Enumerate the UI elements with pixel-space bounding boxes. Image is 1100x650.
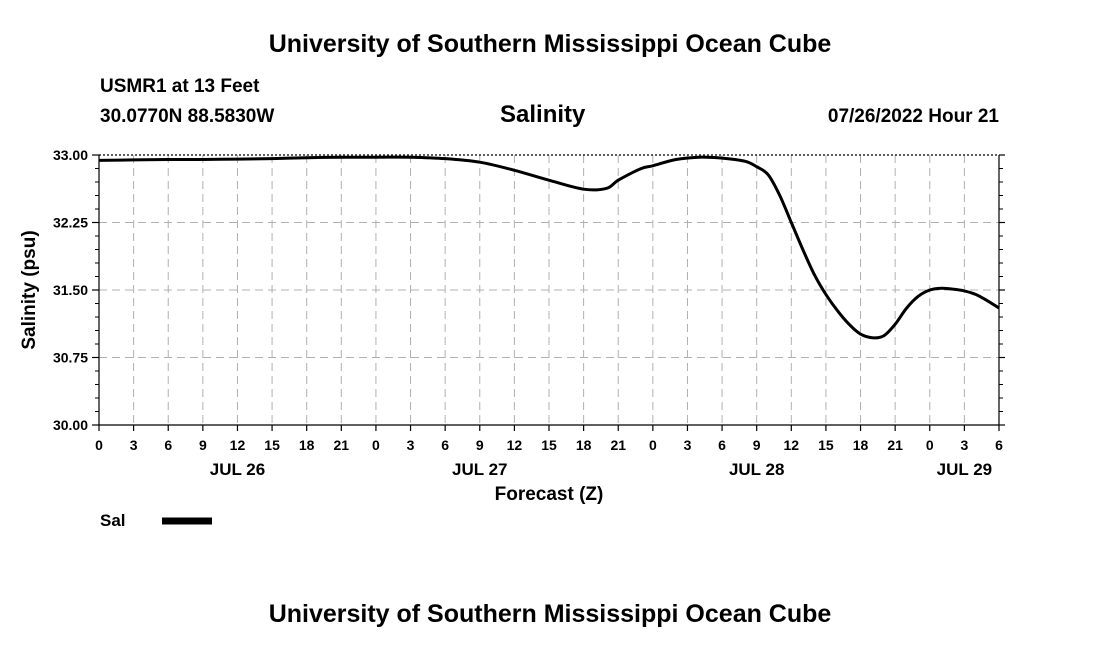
y-tick-label: 30.00 (53, 417, 88, 433)
x-tick-label: 15 (264, 437, 280, 453)
x-tick-label: 21 (610, 437, 626, 453)
x-tick-label: 0 (649, 437, 657, 453)
x-tick-label: 3 (407, 437, 415, 453)
y-tick-label: 31.50 (53, 282, 88, 298)
x-tick-label: 15 (818, 437, 834, 453)
x-tick-label: 0 (95, 437, 103, 453)
forecast-datetime: 07/26/2022 Hour 21 (827, 106, 999, 127)
x-tick-label: 3 (130, 437, 138, 453)
x-tick-label: 9 (199, 437, 207, 453)
x-tick-label: 9 (753, 437, 761, 453)
x-date-label: JUL 29 (937, 460, 992, 479)
y-tick-label: 30.75 (53, 350, 88, 366)
x-tick-label: 0 (372, 437, 380, 453)
main-title: University of Southern Mississippi Ocean… (268, 30, 832, 58)
x-tick-label: 18 (853, 437, 869, 453)
x-tick-label: 21 (887, 437, 903, 453)
x-tick-label: 15 (541, 437, 557, 453)
x-axis-title: Forecast (Z) (495, 484, 604, 505)
x-tick-label: 3 (960, 437, 968, 453)
x-tick-label: 12 (784, 437, 800, 453)
station-coordinates: 30.0770N 88.5830W (100, 106, 275, 127)
chart-title: Salinity (500, 101, 586, 128)
x-tick-label: 6 (718, 437, 726, 453)
x-date-label: JUL 26 (210, 460, 265, 479)
x-tick-label: 21 (334, 437, 350, 453)
x-tick-label: 12 (507, 437, 523, 453)
x-tick-label: 6 (441, 437, 449, 453)
y-axis-title: Salinity (psu) (19, 230, 40, 349)
x-date-label: JUL 27 (452, 460, 507, 479)
station-label: USMR1 at 13 Feet (100, 76, 260, 97)
x-tick-label: 18 (576, 437, 592, 453)
x-tick-label: 9 (476, 437, 484, 453)
series-line-sal (98, 155, 1000, 340)
legend-label: Sal (100, 511, 126, 530)
x-tick-label: 18 (299, 437, 315, 453)
x-date-label: JUL 28 (729, 460, 784, 479)
y-tick-label: 32.25 (53, 215, 88, 231)
footer-title: University of Southern Mississippi Ocean… (268, 600, 832, 628)
x-tick-label: 6 (995, 437, 1003, 453)
y-tick-label: 33.00 (53, 147, 88, 163)
x-tick-label: 0 (926, 437, 934, 453)
x-tick-label: 6 (164, 437, 172, 453)
x-tick-label: 3 (684, 437, 692, 453)
x-tick-label: 12 (230, 437, 246, 453)
